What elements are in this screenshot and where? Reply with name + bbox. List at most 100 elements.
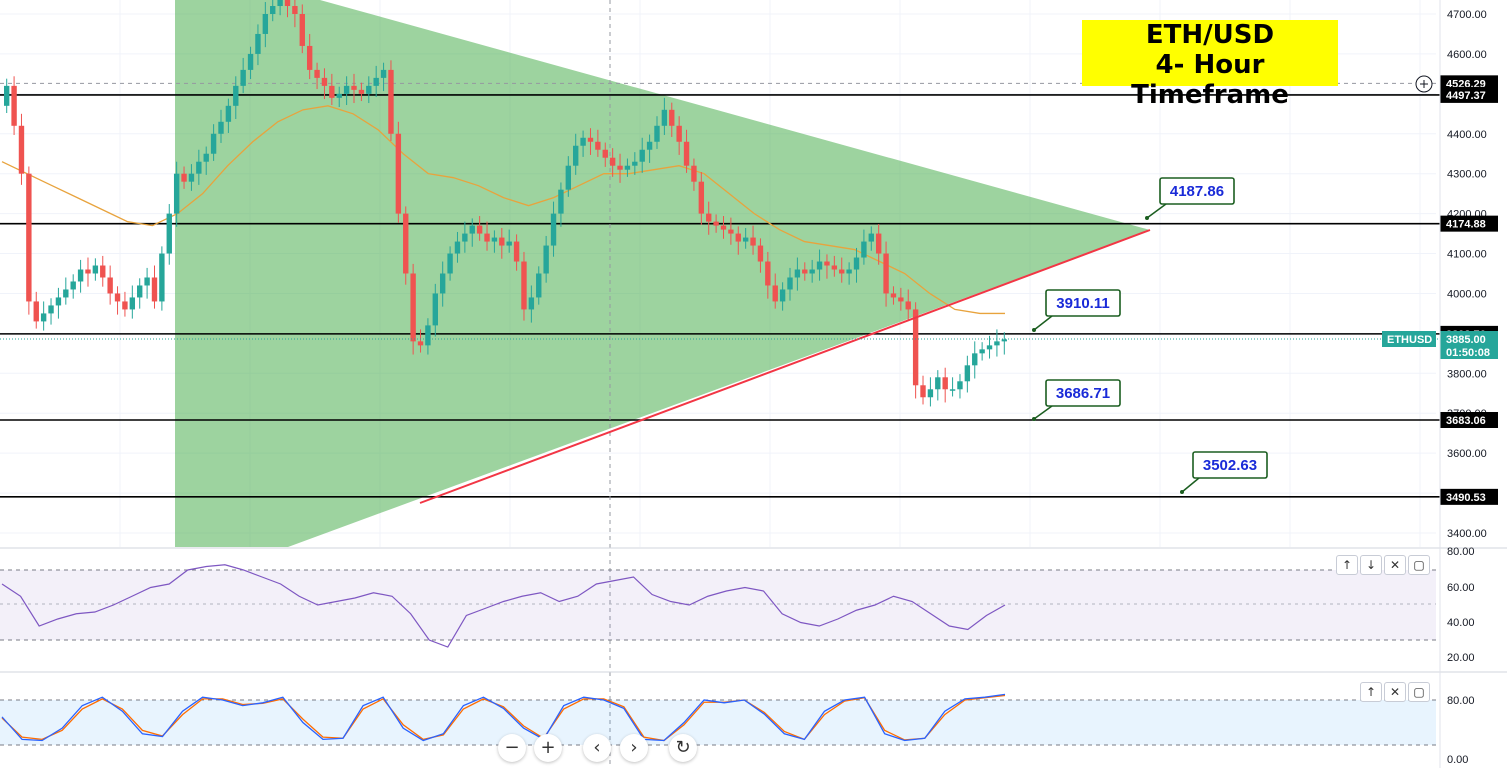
maximize-pane-button[interactable]: ▢ <box>1408 555 1430 575</box>
candle-body <box>550 213 557 246</box>
move-pane-up-button[interactable]: ↑ <box>1336 555 1358 575</box>
candle-body <box>491 237 498 242</box>
level-price-label: 4497.37 <box>1446 90 1486 102</box>
move-pane-up-button[interactable]: ↑ <box>1360 682 1382 702</box>
candle-body <box>654 125 660 142</box>
close-pane-button[interactable]: ✕ <box>1384 682 1406 702</box>
candle-body <box>890 293 897 298</box>
candle-body <box>255 33 261 54</box>
candle-body <box>151 277 158 302</box>
candle-body <box>728 229 734 234</box>
candle-body <box>757 245 764 262</box>
candle-body <box>40 313 47 322</box>
callout-box <box>1045 379 1121 407</box>
candle-body <box>395 133 402 214</box>
candle-body <box>824 261 830 266</box>
current-price-label: 3885.00 <box>1446 334 1486 346</box>
stoch-tick-label: 80.00 <box>1447 695 1475 707</box>
candle-body <box>114 293 121 302</box>
callout-anchor <box>1180 490 1184 494</box>
candle-body <box>247 53 254 70</box>
candle-body <box>543 245 549 274</box>
zoom-out-button[interactable]: − <box>498 734 526 762</box>
stoch-tick-label: 0.00 <box>1447 754 1468 766</box>
symbol-label: ETHUSD <box>1387 334 1432 346</box>
candle-body <box>484 233 490 242</box>
ascending-trendline[interactable] <box>419 229 1151 504</box>
candle-body <box>11 85 17 126</box>
close-pane-button[interactable]: ✕ <box>1384 555 1406 575</box>
candle-body <box>624 165 631 170</box>
level-price-tag <box>1440 215 1498 232</box>
symbol-tag <box>1382 331 1436 347</box>
callout-value: 4187.86 <box>1170 183 1224 200</box>
stoch-band <box>0 700 1436 745</box>
candle-body <box>750 237 756 246</box>
candle-body <box>181 173 187 182</box>
level-price-label: 3683.06 <box>1446 415 1486 427</box>
candle-body <box>203 153 209 162</box>
candle-body <box>388 69 394 134</box>
reset-chart-button[interactable]: ↻ <box>669 734 697 762</box>
candle-body <box>609 157 616 166</box>
maximize-pane-button[interactable]: ▢ <box>1408 682 1430 702</box>
candle-body <box>137 285 143 298</box>
callout-anchor <box>1032 417 1036 421</box>
candle-body <box>499 237 505 246</box>
candle-body <box>949 389 956 391</box>
candle-body <box>63 289 69 298</box>
scroll-right-button[interactable]: › <box>620 734 648 762</box>
candle-body <box>602 149 608 158</box>
candle-body <box>617 165 623 170</box>
price-tick-label: 4600.00 <box>1447 49 1487 61</box>
candle-body <box>794 269 801 278</box>
callout-value: 3910.11 <box>1056 295 1109 312</box>
zoom-in-button[interactable]: + <box>534 734 562 762</box>
candle-body <box>506 241 512 246</box>
level-price-label: 3490.53 <box>1446 492 1486 504</box>
candle-body <box>107 277 113 294</box>
candle-body <box>713 221 719 226</box>
candle-body <box>233 85 239 106</box>
candle-body <box>957 381 963 390</box>
callout-pointer <box>1033 405 1053 420</box>
candle-body <box>683 141 690 166</box>
candle-body <box>366 85 372 94</box>
candle-body <box>188 173 195 182</box>
candle-body <box>270 6 276 14</box>
candle-body <box>432 293 438 326</box>
price-axis[interactable]: 4700.004600.004500.004400.004300.004200.… <box>1382 9 1498 540</box>
candle-body <box>661 109 668 126</box>
candle-body <box>425 325 431 346</box>
candle-body <box>935 377 941 390</box>
candle-body <box>765 261 771 286</box>
candle-body <box>521 261 527 310</box>
candle-body <box>646 141 653 150</box>
candle-body <box>329 85 335 98</box>
rsi-tick-label: 40.00 <box>1447 617 1475 629</box>
title-timeframe: 4- Hour Timeframe <box>1131 50 1289 110</box>
candle-body <box>159 253 165 302</box>
candle-body <box>720 225 727 230</box>
candle-body <box>314 69 320 78</box>
candle-body <box>595 141 601 150</box>
candle-body <box>573 145 579 166</box>
move-pane-down-button[interactable]: ↓ <box>1360 555 1382 575</box>
candle-body <box>920 385 926 398</box>
price-tick-label: 3800.00 <box>1447 368 1487 380</box>
candle-body <box>351 85 357 90</box>
callout-pointer <box>1181 477 1200 493</box>
candle-body <box>454 241 461 254</box>
candle-body <box>225 105 232 122</box>
candle-body <box>868 233 874 242</box>
scroll-left-button[interactable]: ‹ <box>583 734 611 762</box>
candle-body <box>77 269 84 282</box>
candle-body <box>218 121 224 134</box>
price-tick-label: 4100.00 <box>1447 249 1487 261</box>
candle-body <box>173 173 180 214</box>
candle-body <box>373 77 379 86</box>
crosshair-add-icon[interactable] <box>1415 75 1433 93</box>
candle-body <box>100 265 106 278</box>
candle-body <box>417 341 424 346</box>
